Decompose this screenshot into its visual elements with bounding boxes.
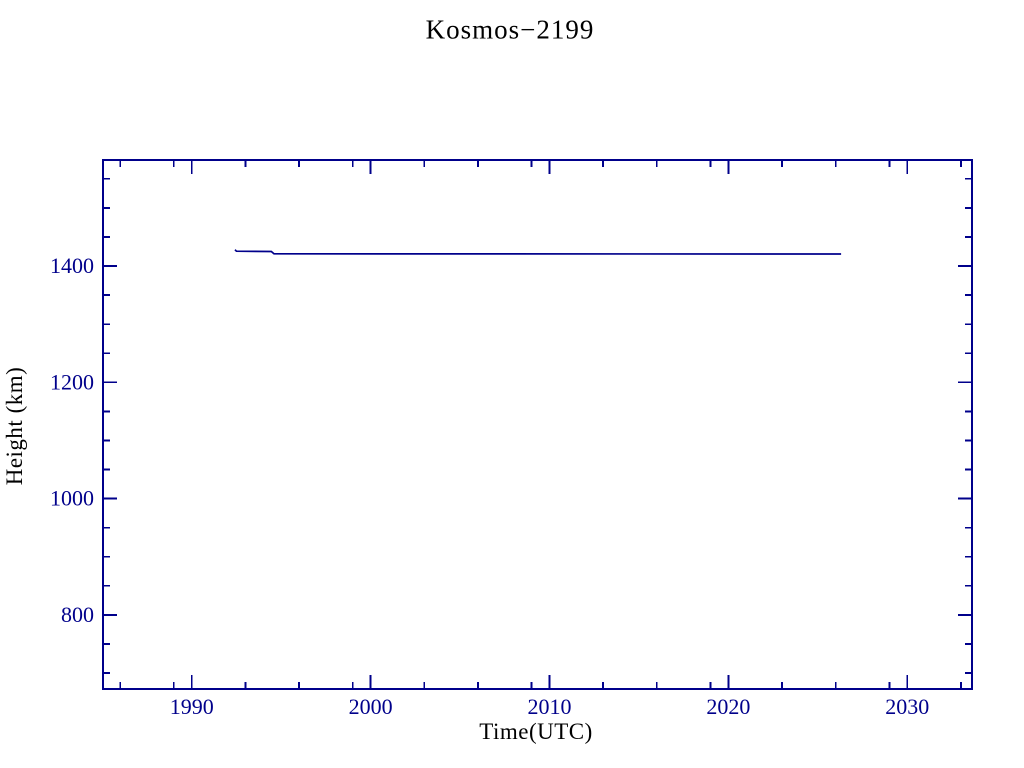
x-tick-label: 2030 (885, 694, 929, 719)
y-tick-label: 800 (61, 602, 94, 627)
chart-title: Kosmos−2199 (425, 14, 595, 45)
y-axis-label: Height (km) (2, 366, 27, 486)
x-tick-label: 2000 (349, 694, 393, 719)
data-line (234, 249, 842, 255)
plot-frame (102, 159, 973, 690)
x-tick-label: 1990 (170, 694, 214, 719)
y-tick-label: 1000 (50, 486, 94, 511)
y-tick-label: 1200 (50, 369, 94, 394)
y-tick-label: 1400 (50, 253, 94, 278)
x-tick-label: 2020 (706, 694, 750, 719)
x-axis-label: Time(UTC) (479, 719, 593, 744)
x-tick-label: 2010 (527, 694, 571, 719)
